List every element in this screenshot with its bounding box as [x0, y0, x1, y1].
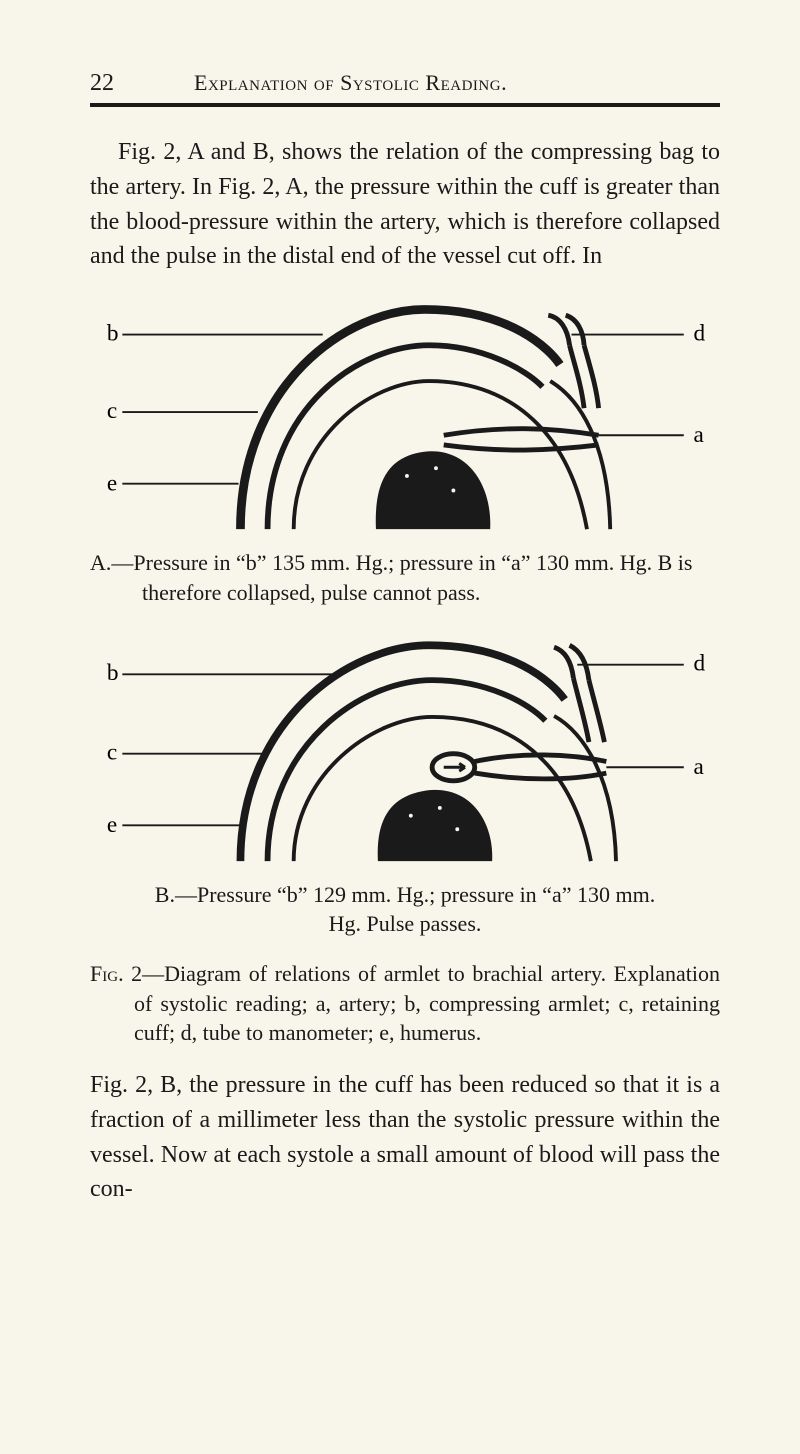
- figure-a: b c e d a: [90, 292, 720, 534]
- caption-a-line1: A.—Pressure in “b” 135 mm. Hg.; pressure…: [90, 550, 614, 575]
- label-a: a: [693, 422, 703, 448]
- label-b: b: [107, 321, 119, 347]
- label-b: b: [107, 660, 119, 686]
- label-d: d: [693, 650, 705, 676]
- label-e: e: [107, 471, 117, 497]
- caption-b-line1: B.—Pressure “b” 129 mm. Hg.; pressure in…: [155, 882, 655, 907]
- figure-description: Fig. 2—Diagram of relations of armlet to…: [90, 959, 720, 1048]
- header-title: Explanation of Systolic Reading.: [194, 70, 507, 96]
- label-e: e: [107, 812, 117, 838]
- label-a: a: [693, 754, 703, 780]
- body-paragraph-1: Fig. 2, A and B, shows the relation of t…: [90, 135, 720, 274]
- fig-desc-body: 2—Diagram of relations of armlet to brac…: [124, 961, 720, 1045]
- caption-b-line2: Hg. Pulse passes.: [329, 911, 482, 936]
- page-number: 22: [90, 70, 114, 97]
- page-header: 22 Explanation of Systolic Reading.: [90, 70, 720, 107]
- caption-b: B.—Pressure “b” 129 mm. Hg.; pressure in…: [90, 880, 720, 939]
- label-c: c: [107, 398, 117, 424]
- figure-a-svg: b c e d a: [95, 292, 715, 534]
- caption-a: A.—Pressure in “b” 135 mm. Hg.; pressure…: [90, 548, 720, 607]
- fig-desc-lead: Fig.: [90, 961, 124, 986]
- label-c: c: [107, 739, 117, 765]
- figure-b-svg: b c e d a: [95, 624, 715, 866]
- body-paragraph-2: Fig. 2, B, the pressure in the cuff has …: [90, 1068, 720, 1207]
- label-d: d: [693, 321, 705, 347]
- figure-b: b c e d a: [90, 624, 720, 866]
